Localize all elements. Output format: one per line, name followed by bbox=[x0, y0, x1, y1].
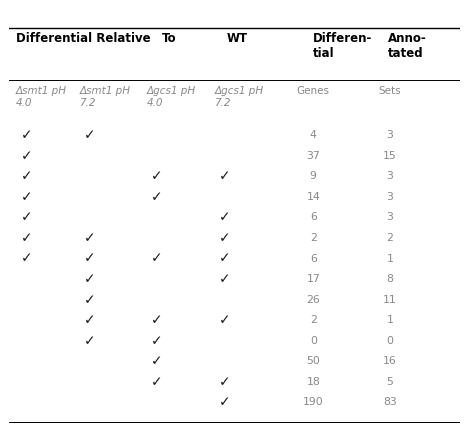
Text: 9: 9 bbox=[310, 171, 317, 182]
Text: ✓: ✓ bbox=[219, 211, 230, 224]
Text: 17: 17 bbox=[306, 274, 320, 284]
Text: Differen-
tial: Differen- tial bbox=[313, 33, 373, 61]
Text: 0: 0 bbox=[310, 336, 317, 346]
Text: ✓: ✓ bbox=[83, 128, 95, 142]
Text: ✓: ✓ bbox=[151, 190, 163, 204]
Text: ✓: ✓ bbox=[219, 375, 230, 389]
Text: WT: WT bbox=[226, 33, 247, 45]
Text: ✓: ✓ bbox=[83, 272, 95, 286]
Text: 6: 6 bbox=[310, 253, 317, 264]
Text: 1: 1 bbox=[386, 253, 393, 264]
Text: ✓: ✓ bbox=[219, 272, 230, 286]
Text: 26: 26 bbox=[306, 295, 320, 305]
Text: ✓: ✓ bbox=[151, 354, 163, 368]
Text: 5: 5 bbox=[386, 377, 393, 387]
Text: Sets: Sets bbox=[378, 86, 401, 96]
Text: 3: 3 bbox=[386, 192, 393, 202]
Text: ✓: ✓ bbox=[219, 396, 230, 409]
Text: Δgcs1 pH
7.2: Δgcs1 pH 7.2 bbox=[214, 86, 264, 107]
Text: ✓: ✓ bbox=[83, 252, 95, 265]
Text: ✓: ✓ bbox=[151, 375, 163, 389]
Text: 190: 190 bbox=[303, 397, 324, 407]
Text: ✓: ✓ bbox=[21, 169, 32, 183]
Text: 3: 3 bbox=[386, 130, 393, 140]
Text: 0: 0 bbox=[386, 336, 393, 346]
Text: ✓: ✓ bbox=[151, 334, 163, 348]
Text: ✓: ✓ bbox=[21, 231, 32, 245]
Text: ✓: ✓ bbox=[21, 128, 32, 142]
Text: ✓: ✓ bbox=[151, 252, 163, 265]
Text: 18: 18 bbox=[306, 377, 320, 387]
Text: ✓: ✓ bbox=[21, 211, 32, 224]
Text: ✓: ✓ bbox=[83, 313, 95, 327]
Text: ✓: ✓ bbox=[83, 231, 95, 245]
Text: ✓: ✓ bbox=[219, 169, 230, 183]
Text: 50: 50 bbox=[306, 356, 320, 366]
Text: Differential Relative: Differential Relative bbox=[16, 33, 151, 45]
Text: 8: 8 bbox=[386, 274, 393, 284]
Text: 11: 11 bbox=[383, 295, 397, 305]
Text: 2: 2 bbox=[310, 315, 317, 325]
Text: Δgcs1 pH
4.0: Δgcs1 pH 4.0 bbox=[147, 86, 196, 107]
Text: ✓: ✓ bbox=[21, 252, 32, 265]
Text: 83: 83 bbox=[383, 397, 397, 407]
Text: Genes: Genes bbox=[297, 86, 330, 96]
Text: 4: 4 bbox=[310, 130, 317, 140]
Text: To: To bbox=[162, 33, 176, 45]
Text: 37: 37 bbox=[306, 151, 320, 161]
Text: ✓: ✓ bbox=[151, 313, 163, 327]
Text: 2: 2 bbox=[310, 233, 317, 243]
Text: 2: 2 bbox=[386, 233, 393, 243]
Text: Δsmt1 pH
7.2: Δsmt1 pH 7.2 bbox=[79, 86, 130, 107]
Text: ✓: ✓ bbox=[83, 334, 95, 348]
Text: 3: 3 bbox=[386, 212, 393, 223]
Text: ✓: ✓ bbox=[219, 313, 230, 327]
Text: 1: 1 bbox=[386, 315, 393, 325]
Text: 16: 16 bbox=[383, 356, 397, 366]
Text: ✓: ✓ bbox=[21, 190, 32, 204]
Text: 14: 14 bbox=[306, 192, 320, 202]
Text: 6: 6 bbox=[310, 212, 317, 223]
Text: Δsmt1 pH
4.0: Δsmt1 pH 4.0 bbox=[16, 86, 67, 107]
Text: ✓: ✓ bbox=[151, 169, 163, 183]
Text: 3: 3 bbox=[386, 171, 393, 182]
Text: ✓: ✓ bbox=[83, 293, 95, 307]
Text: ✓: ✓ bbox=[219, 252, 230, 265]
Text: Anno-
tated: Anno- tated bbox=[387, 33, 426, 61]
Text: ✓: ✓ bbox=[21, 149, 32, 163]
Text: 15: 15 bbox=[383, 151, 397, 161]
Text: ✓: ✓ bbox=[219, 231, 230, 245]
